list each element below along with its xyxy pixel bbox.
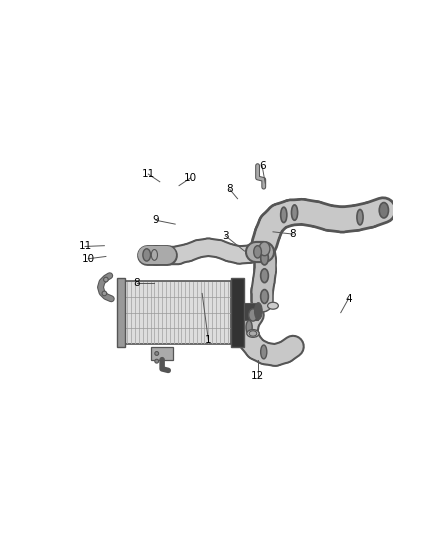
Text: 8: 8 (226, 184, 233, 195)
Ellipse shape (254, 246, 261, 258)
Ellipse shape (151, 249, 158, 260)
Ellipse shape (155, 359, 159, 363)
Ellipse shape (143, 249, 151, 261)
Text: 1: 1 (205, 335, 212, 345)
Bar (117, 278, 125, 348)
Text: 8: 8 (290, 229, 297, 239)
Ellipse shape (261, 269, 268, 282)
Ellipse shape (155, 352, 159, 356)
Bar (244, 303, 258, 320)
Ellipse shape (246, 320, 252, 334)
Text: 10: 10 (81, 254, 95, 264)
Ellipse shape (102, 291, 107, 296)
Text: 10: 10 (184, 173, 197, 183)
Ellipse shape (254, 303, 262, 320)
Bar (231, 278, 244, 348)
Text: 3: 3 (222, 231, 229, 241)
Ellipse shape (261, 345, 267, 359)
Ellipse shape (379, 203, 389, 218)
Text: 6: 6 (259, 161, 265, 172)
Ellipse shape (357, 209, 363, 225)
Ellipse shape (247, 329, 259, 337)
Text: 11: 11 (141, 169, 155, 179)
Text: 9: 9 (152, 215, 159, 225)
Ellipse shape (259, 242, 270, 256)
Text: 8: 8 (134, 278, 140, 288)
Ellipse shape (261, 289, 268, 303)
Ellipse shape (268, 302, 279, 309)
Text: 4: 4 (345, 294, 352, 304)
Ellipse shape (291, 205, 298, 220)
Text: 11: 11 (78, 241, 92, 252)
Bar (151, 348, 173, 360)
Text: 12: 12 (251, 371, 264, 381)
Ellipse shape (249, 309, 257, 321)
Ellipse shape (249, 331, 257, 336)
Bar (124, 281, 231, 344)
Ellipse shape (103, 277, 108, 282)
Ellipse shape (261, 251, 268, 265)
Ellipse shape (281, 207, 287, 223)
